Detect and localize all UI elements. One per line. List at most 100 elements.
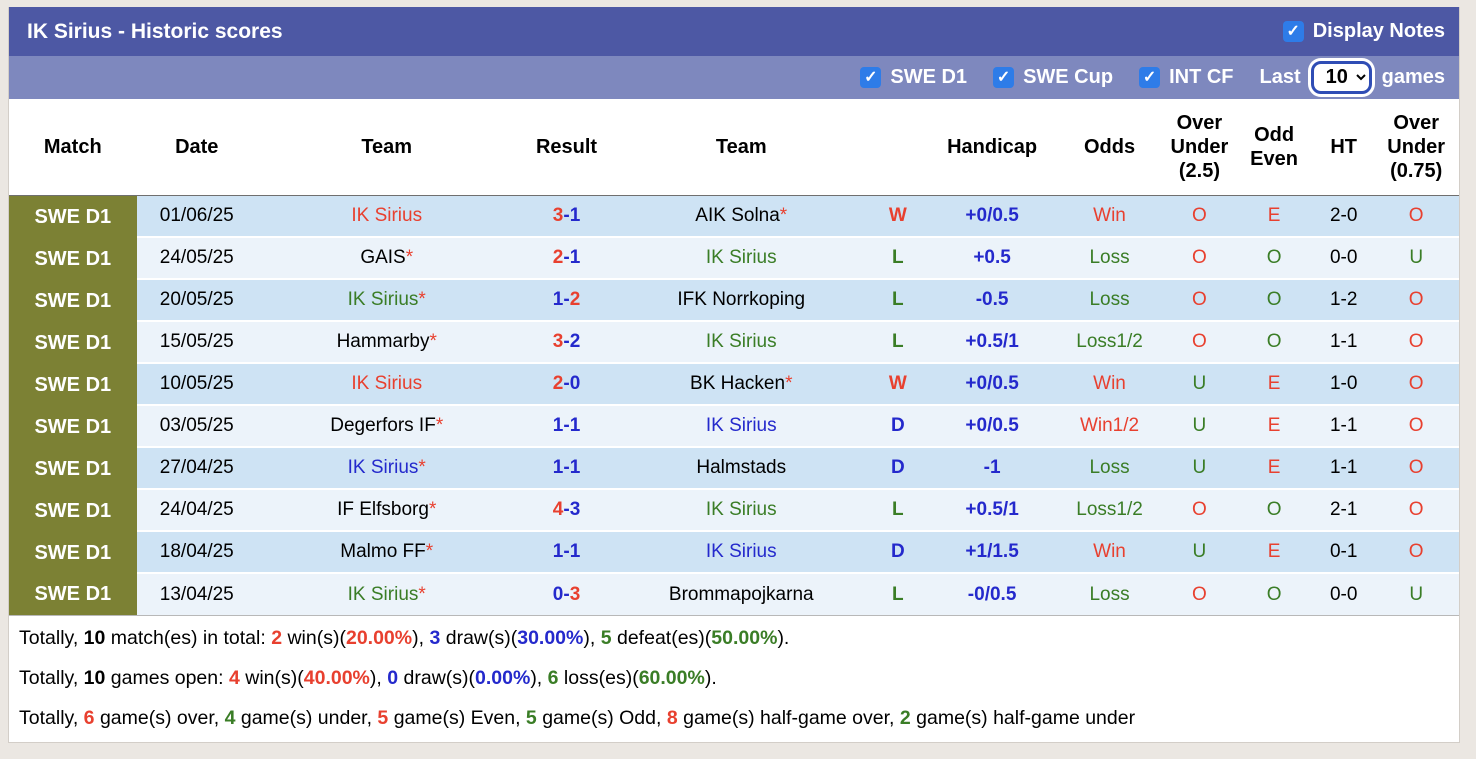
home-team-name: Degerfors IF	[330, 415, 436, 436]
away-team-cell: BK Hacken*	[616, 364, 866, 406]
away-score: 1	[569, 457, 581, 478]
score-separator: -	[563, 457, 570, 478]
result-cell: 2-1	[516, 238, 617, 280]
away-score: 1	[569, 205, 581, 226]
odds-cell: Win	[1054, 532, 1165, 574]
summary-segment: draw(s)(	[440, 627, 518, 649]
result-cell: 1-2	[516, 280, 617, 322]
summary-segment: game(s) Even,	[388, 707, 526, 729]
title-bar: IK Sirius - Historic scores Display Note…	[9, 7, 1459, 56]
summary-line-3: Totally, 6 game(s) over, 4 game(s) under…	[19, 698, 1459, 738]
handicap-cell: +0/0.5	[929, 406, 1055, 448]
away-team-cell: AIK Solna*	[616, 196, 866, 238]
home-score: 2	[552, 247, 564, 268]
summary-segment: 3	[429, 627, 441, 649]
score-separator: -	[563, 373, 570, 394]
col-header-ht: HT	[1313, 99, 1374, 196]
match-row: SWE D1 20/05/25 IK Sirius* 1-2 IFK Norrkopin…	[9, 280, 1459, 322]
win-loss-draw-cell: L	[865, 238, 930, 280]
win-loss-draw-cell: L	[865, 490, 930, 532]
star-marker: *	[429, 331, 437, 352]
home-team-cell: IK Sirius*	[256, 448, 517, 490]
away-team-name: IK Sirius	[705, 415, 777, 436]
star-marker: *	[779, 205, 788, 226]
summary-segment: Totally,	[19, 667, 84, 689]
home-score: 3	[552, 331, 564, 352]
checkbox-swe-d1[interactable]: SWE D1	[860, 66, 967, 89]
summary-segment: 30.00%	[517, 627, 584, 649]
result-cell: 3-1	[516, 196, 617, 238]
half-time-cell: 1-2	[1313, 280, 1374, 322]
over-under-075-cell: O	[1373, 532, 1459, 574]
result-cell: 1-1	[516, 448, 617, 490]
over-under-075-cell: O	[1373, 406, 1459, 448]
summary-line-2: Totally, 10 games open: 4 win(s)(40.00%)…	[19, 658, 1459, 698]
summary-segment: ),	[583, 627, 601, 649]
checkbox-int-cf[interactable]: INT CF	[1139, 66, 1234, 89]
home-score: 1	[552, 415, 564, 436]
home-team-name: IF Elfsborg	[337, 499, 429, 520]
checkmark-icon	[1282, 21, 1304, 42]
odd-even-cell: O	[1234, 238, 1314, 280]
odds-cell: Loss	[1054, 448, 1165, 490]
over-under-075-cell: O	[1373, 280, 1459, 322]
odds-cell: Win1/2	[1054, 406, 1165, 448]
home-team-name: IK Sirius	[351, 373, 423, 394]
over-under-075-cell: U	[1373, 238, 1459, 280]
historic-scores-panel: IK Sirius - Historic scores Display Note…	[8, 7, 1460, 743]
date-cell: 13/04/25	[136, 574, 257, 616]
summary-segment: game(s) over,	[94, 707, 225, 729]
summary-segment: ),	[412, 627, 430, 649]
col-header-over-under-075: Over Under (0.75)	[1373, 99, 1459, 196]
odds-cell: Win	[1054, 196, 1165, 238]
match-row: SWE D1 15/05/25 Hammarby* 3-2 IK Sirius L +0.5…	[9, 322, 1459, 364]
away-team-cell: IFK Norrkoping	[616, 280, 866, 322]
home-score: 0	[552, 583, 564, 605]
col-header-result: Result	[516, 99, 617, 196]
checkmark-icon	[860, 67, 882, 88]
half-time-cell: 0-0	[1313, 238, 1374, 280]
date-cell: 24/04/25	[136, 490, 257, 532]
display-notes-checkbox[interactable]: Display Notes	[1282, 20, 1445, 43]
date-cell: 10/05/25	[136, 364, 257, 406]
result-cell: 3-2	[516, 322, 617, 364]
score-separator: -	[563, 499, 570, 520]
odd-even-cell: E	[1234, 406, 1314, 448]
odd-even-cell: E	[1234, 196, 1314, 238]
over-under-075-cell: O	[1373, 490, 1459, 532]
over-under-25-cell: O	[1164, 574, 1235, 616]
over-under-25-cell: U	[1164, 364, 1235, 406]
odd-even-cell: E	[1234, 364, 1314, 406]
checkmark-icon	[1139, 67, 1161, 88]
odds-cell: Loss1/2	[1054, 490, 1165, 532]
league-cell: SWE D1	[9, 448, 137, 490]
col-header-home-team: Team	[256, 99, 517, 196]
checkbox-swe-cup[interactable]: SWE Cup	[993, 66, 1113, 89]
odd-even-cell: E	[1234, 448, 1314, 490]
historic-scores-table: Match Date Team Result Team Handicap Odd…	[9, 99, 1459, 616]
score-separator: -	[563, 247, 570, 268]
league-cell: SWE D1	[9, 406, 137, 448]
date-cell: 03/05/25	[136, 406, 257, 448]
star-marker: *	[405, 247, 414, 268]
summary-segment: game(s) Odd,	[536, 707, 667, 729]
summary-segment: 8	[666, 707, 678, 729]
score-separator: -	[563, 205, 570, 226]
away-team-cell: IK Sirius	[616, 238, 866, 280]
away-team-cell: Halmstads	[616, 448, 866, 490]
over-under-25-cell: O	[1164, 238, 1235, 280]
result-cell: 4-3	[516, 490, 617, 532]
summary-segment: game(s) half-game over,	[677, 707, 900, 729]
games-count-select[interactable]: 10	[1310, 61, 1372, 94]
away-score: 1	[569, 541, 581, 562]
summary-segment: ).	[704, 667, 717, 689]
match-row: SWE D1 10/05/25 IK Sirius 2-0 BK Hacken* W +0/…	[9, 364, 1459, 406]
away-team-cell: IK Sirius	[616, 406, 866, 448]
summary-segment: 6	[83, 707, 95, 729]
handicap-cell: +0/0.5	[929, 364, 1055, 406]
handicap-cell: -0/0.5	[929, 574, 1055, 616]
over-under-075-cell: O	[1373, 196, 1459, 238]
display-notes-label: Display Notes	[1312, 20, 1445, 42]
home-team-cell: IK Sirius	[256, 196, 517, 238]
star-marker: *	[425, 541, 434, 562]
